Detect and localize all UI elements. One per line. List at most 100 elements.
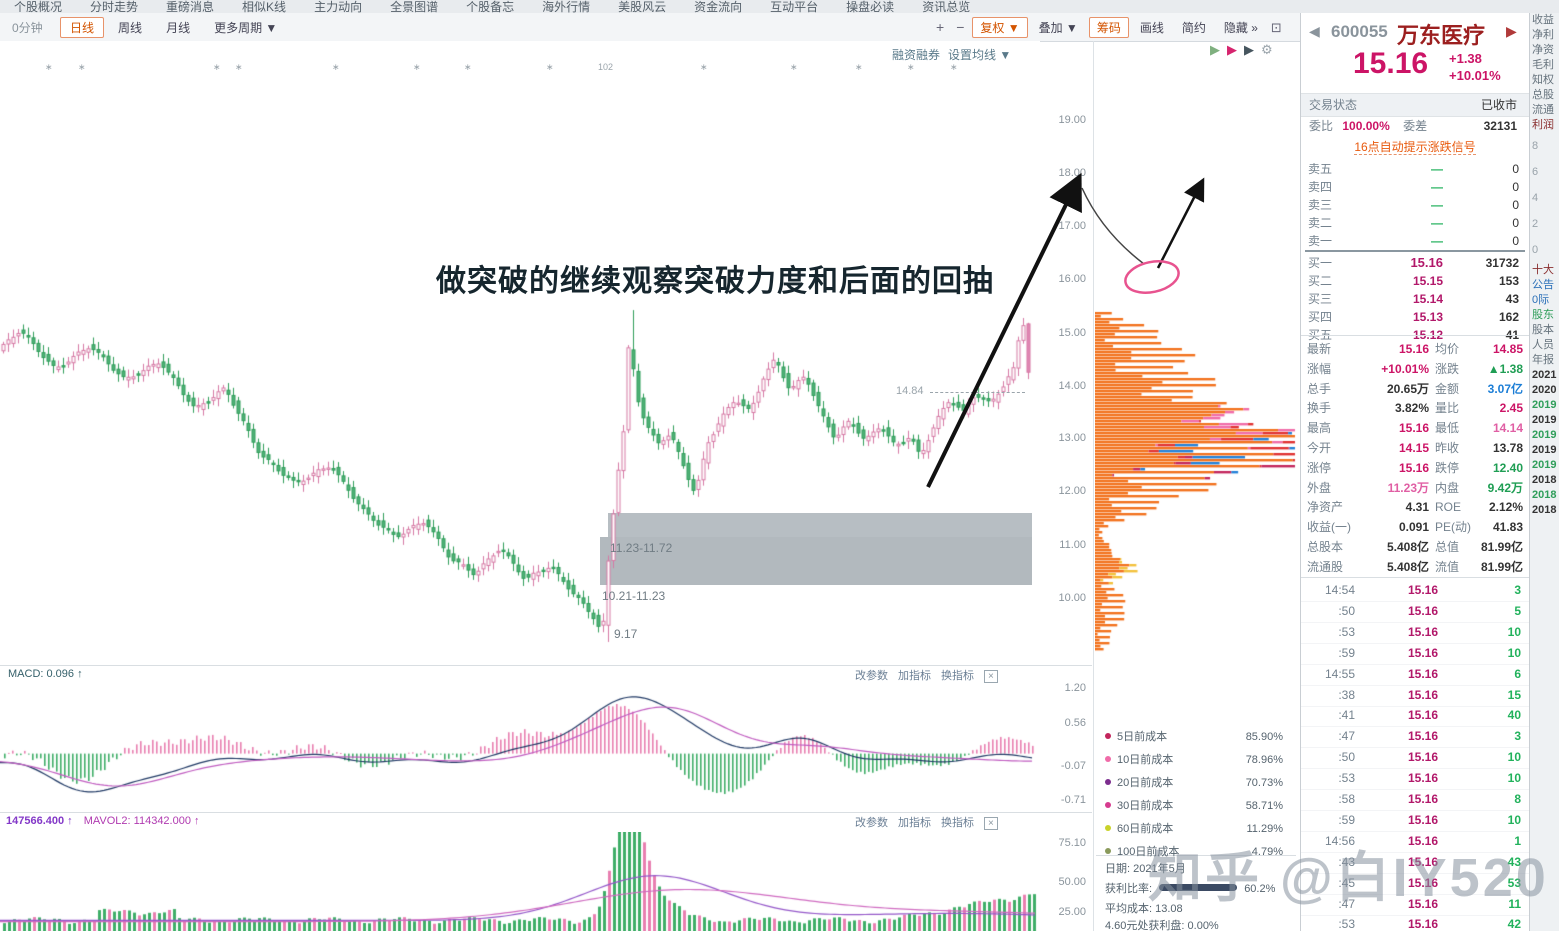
order-row-卖五: 卖五 — 0 [1301,160,1529,178]
volume-close-button[interactable]: × [984,817,998,830]
margin-trading-link[interactable]: 融资融券 [892,48,941,62]
stat-value: 14.15 [1398,441,1429,455]
zoom-in-button[interactable]: + [936,19,945,35]
stat-label: 最低 [1435,421,1460,436]
strip-item-28: 2018 [1532,489,1557,501]
order-row-买一: 买一 15.16 31732 [1301,254,1529,272]
period-toolbar: 0分钟 日线 周线 月线 更多周期 ▼ + − 复权 ▼ 叠加 ▼ 筹码 画线 简约 隐藏 » ⊡ [0,13,1559,42]
menu-tab-0[interactable]: 个股概况 [14,0,63,14]
weibi-label: 委比 [1309,119,1334,133]
strip-item-27: 2018 [1532,474,1557,486]
tick-row-11[interactable]: :59 15.16 10 [1301,810,1529,832]
menu-tab-5[interactable]: 全景图谱 [390,0,439,14]
chip-panel-border [1093,41,1094,931]
tick-volume: 53 [1507,875,1521,890]
ma-settings-link[interactable]: 设置均线 ▼ [948,48,1012,62]
period-月线[interactable]: 月线 [166,21,191,35]
menu-tab-6[interactable]: 个股备忘 [466,0,515,14]
tick-row-7[interactable]: :47 15.16 3 [1301,726,1529,749]
trade-status-value: 已收市 [1480,98,1517,112]
menu-tab-9[interactable]: 资金流向 [694,0,743,14]
menu-tab-8[interactable]: 美股风云 [618,0,667,14]
stat-label: 今开 [1307,441,1332,455]
macd-close-button[interactable]: × [984,670,998,683]
stat-label: 最高 [1307,421,1332,436]
tick-row-0[interactable]: 14:54 15.16 3 [1301,580,1529,602]
menu-tab-1[interactable]: 分时走势 [90,0,139,14]
menu-tab-2[interactable]: 重磅消息 [166,0,215,14]
chip-distribution-canvas[interactable] [1095,60,1300,665]
period-周线[interactable]: 周线 [118,21,143,35]
tick-price: 15.16 [1407,875,1439,890]
tick-row-14[interactable]: :45 15.16 53 [1301,873,1529,895]
menu-tab-3[interactable]: 相似K线 [242,0,287,14]
play-icon-1[interactable]: ▶ [1227,42,1237,57]
strip-item-7: 利润 [1532,119,1554,131]
tick-volume: 10 [1507,750,1521,765]
macd-menu-2[interactable]: 换指标 [941,670,974,682]
order-label: 买三 [1308,292,1333,306]
tick-time: :59 [1338,812,1355,827]
expand-icon[interactable]: ⊡ [1270,20,1282,35]
tick-row-8[interactable]: :50 15.16 10 [1301,747,1529,770]
tick-price: 15.16 [1407,771,1439,786]
order-price: — [1431,180,1443,194]
volume-menu-0[interactable]: 改参数 [855,817,888,829]
tick-row-13[interactable]: :43 15.16 43 [1301,852,1529,874]
tick-time: :38 [1338,687,1355,702]
signal-link[interactable]: 16点自动提示涨跌信号 [1354,140,1476,155]
volume-menu-2[interactable]: 换指标 [941,817,974,829]
tick-row-3[interactable]: :59 15.16 10 [1301,643,1529,665]
chip-legend-row-5: 100日前成本 4.79% [1105,841,1295,864]
tick-row-5[interactable]: :38 15.16 15 [1301,685,1529,707]
play-icon-0[interactable]: ▶ [1210,42,1220,57]
tick-row-1[interactable]: :50 15.16 5 [1301,601,1529,623]
tool-复权[interactable]: 复权 ▼ [972,17,1028,38]
next-stock-arrow[interactable]: ▶ [1506,23,1517,39]
tool-简约[interactable]: 简约 [1181,21,1206,35]
tick-row-10[interactable]: :58 15.16 8 [1301,789,1529,811]
macd-canvas[interactable] [0,666,1040,812]
marker-102: 102 [598,62,614,72]
volume-menu-1[interactable]: 加指标 [898,817,931,829]
menu-tab-7[interactable]: 海外行情 [542,0,591,14]
tick-row-12[interactable]: 14:56 15.16 1 [1301,831,1529,853]
tick-time: :50 [1338,750,1355,765]
zone-label-upper: 11.23-11.72 [610,541,673,555]
stat-value: 9.42万 [1487,480,1523,495]
zoom-out-button[interactable]: − [956,19,965,35]
stat-value: +10.01% [1381,361,1429,376]
tool-隐藏[interactable]: 隐藏 » [1223,21,1258,35]
stat-value: 13.78 [1492,441,1523,455]
tick-row-16[interactable]: :53 15.16 42 [1301,914,1529,931]
tick-row-15[interactable]: :47 15.16 11 [1301,894,1529,916]
menu-tab-11[interactable]: 操盘必读 [846,0,895,14]
tick-row-6[interactable]: :41 15.16 40 [1301,705,1529,728]
prev-stock-arrow[interactable]: ◀ [1309,23,1320,39]
menu-tab-4[interactable]: 主力动向 [314,0,363,14]
stat-label: 最新 [1307,342,1332,356]
candlestick-canvas[interactable] [0,41,1040,665]
tool-筹码[interactable]: 筹码 [1088,17,1129,38]
volume-canvas[interactable] [0,832,1040,931]
tick-volume: 3 [1514,583,1521,597]
period-日线[interactable]: 日线 [60,17,105,38]
tick-row-9[interactable]: :53 15.16 10 [1301,768,1529,791]
menu-tab-10[interactable]: 互动平台 [770,0,819,14]
macd-menu-0[interactable]: 改参数 [855,670,888,682]
zone-label-lower: 10.21-11.23 [602,589,666,603]
tick-row-4[interactable]: 14:55 15.16 6 [1301,664,1529,686]
trade-status-label: 交易状态 [1309,98,1358,112]
tick-volume: 3 [1514,729,1521,744]
gear-icon[interactable]: ⚙ [1261,42,1273,57]
tick-volume: 40 [1507,708,1521,723]
menu-tab-12[interactable]: 资讯总览 [922,0,971,14]
play-icon-2[interactable]: ▶ [1244,42,1254,57]
period-更多周期 ▼[interactable]: 更多周期 ▼ [214,21,278,35]
tick-row-2[interactable]: :53 15.16 10 [1301,622,1529,644]
order-label: 卖四 [1308,180,1333,194]
tool-叠加[interactable]: 叠加 ▼ [1038,21,1078,35]
tool-画线[interactable]: 画线 [1139,21,1164,35]
event-marker-3: ∗ [235,62,243,72]
macd-menu-1[interactable]: 加指标 [898,670,931,682]
